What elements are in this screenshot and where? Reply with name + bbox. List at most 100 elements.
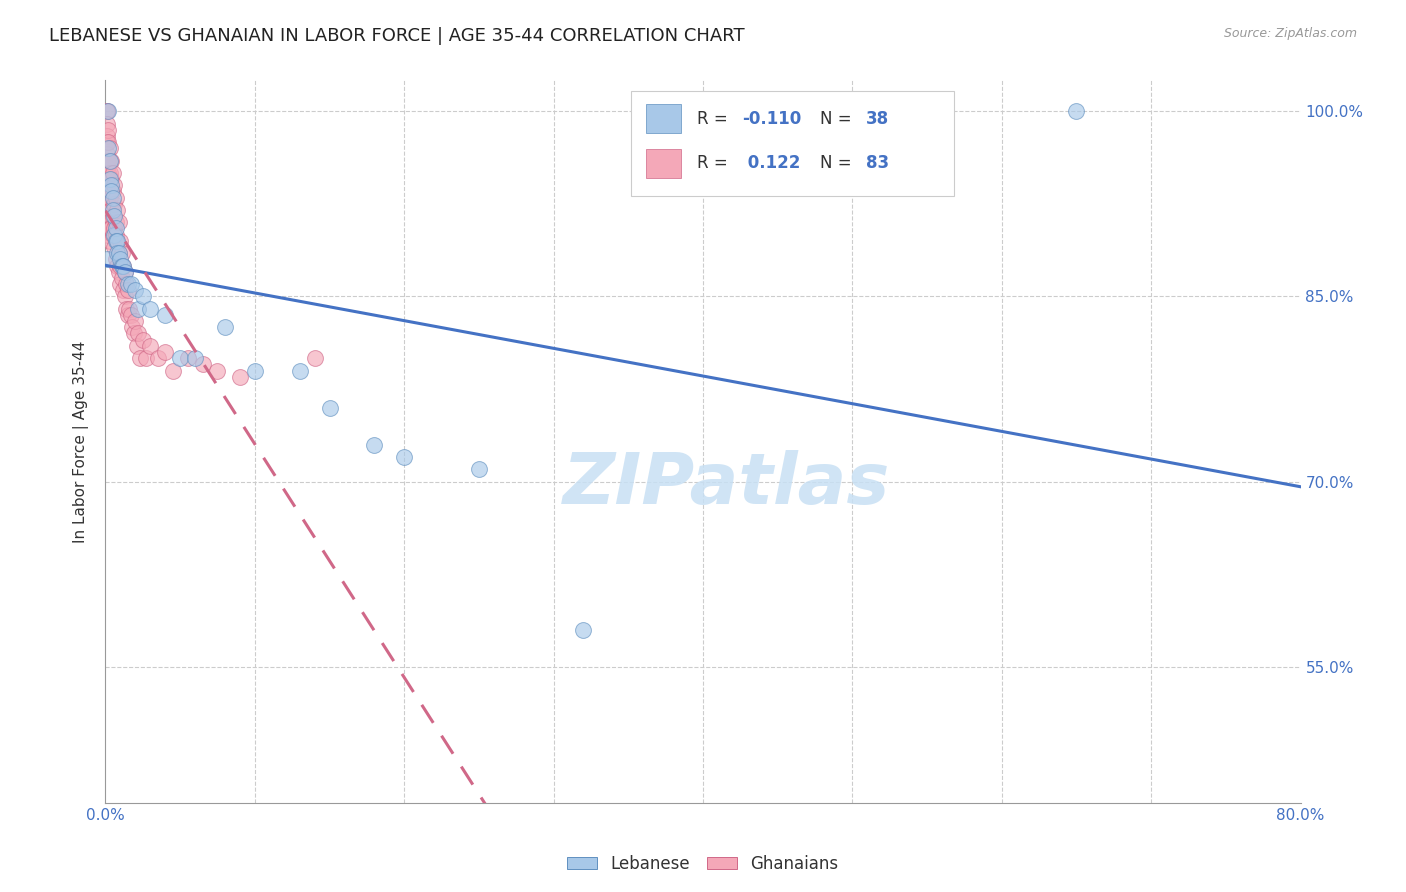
Ghanaians — [115, 277, 138, 291]
Text: LEBANESE VS GHANAIAN IN LABOR FORCE | AGE 35-44 CORRELATION CHART: LEBANESE VS GHANAIAN IN LABOR FORCE | AG… — [49, 27, 745, 45]
Ghanaians — [101, 209, 124, 223]
Ghanaians — [97, 135, 120, 149]
Ghanaians — [97, 166, 120, 180]
Text: 83: 83 — [866, 154, 889, 172]
Ghanaians — [98, 166, 121, 180]
Ghanaians — [139, 339, 162, 353]
Text: R =: R = — [697, 110, 733, 128]
Lebanese — [96, 252, 118, 267]
Lebanese — [103, 209, 125, 223]
Ghanaians — [103, 221, 125, 235]
Ghanaians — [96, 104, 118, 119]
Ghanaians — [100, 172, 122, 186]
Ghanaians — [104, 215, 127, 229]
Lebanese — [468, 462, 491, 476]
Lebanese — [104, 221, 127, 235]
Ghanaians — [112, 259, 135, 273]
Lebanese — [97, 141, 120, 155]
Ghanaians — [103, 240, 125, 254]
Ghanaians — [96, 116, 118, 130]
Ghanaians — [108, 265, 131, 279]
Ghanaians — [98, 234, 121, 248]
Ghanaians — [207, 363, 229, 377]
Lebanese — [155, 308, 177, 322]
Ghanaians — [97, 122, 120, 136]
Ghanaians — [118, 301, 141, 316]
Ghanaians — [111, 271, 134, 285]
Lebanese — [117, 277, 139, 291]
Lebanese — [107, 246, 129, 260]
Lebanese — [318, 401, 340, 415]
Text: R =: R = — [697, 154, 733, 172]
Ghanaians — [96, 135, 118, 149]
Ghanaians — [108, 215, 131, 229]
Lebanese — [139, 301, 162, 316]
Ghanaians — [124, 314, 146, 328]
Ghanaians — [304, 351, 326, 366]
Ghanaians — [115, 301, 138, 316]
Lebanese — [120, 277, 142, 291]
Ghanaians — [96, 202, 118, 217]
Ghanaians — [96, 160, 118, 174]
Ghanaians — [96, 172, 118, 186]
Ghanaians — [191, 357, 214, 371]
Bar — [645, 104, 682, 133]
Ghanaians — [96, 147, 118, 161]
Ghanaians — [111, 246, 134, 260]
Ghanaians — [96, 104, 118, 119]
Ghanaians — [176, 351, 198, 366]
Ghanaians — [96, 191, 118, 205]
Ghanaians — [114, 265, 136, 279]
Ghanaians — [104, 191, 127, 205]
Lebanese — [572, 623, 595, 637]
Ghanaians — [104, 252, 127, 267]
Lebanese — [288, 363, 311, 377]
Text: ZIPatlas: ZIPatlas — [564, 450, 890, 519]
Ghanaians — [100, 202, 122, 217]
Ghanaians — [117, 283, 139, 297]
Text: -0.110: -0.110 — [742, 110, 801, 128]
Lebanese — [363, 437, 385, 451]
Lebanese — [98, 172, 121, 186]
Ghanaians — [108, 246, 131, 260]
Ghanaians — [132, 333, 155, 347]
Ghanaians — [107, 259, 129, 273]
Ghanaians — [103, 178, 125, 193]
Ghanaians — [110, 277, 132, 291]
Lebanese — [101, 191, 124, 205]
Ghanaians — [127, 326, 149, 341]
Text: 0.122: 0.122 — [742, 154, 801, 172]
Lebanese — [100, 178, 122, 193]
Ghanaians — [98, 153, 121, 168]
Ghanaians — [128, 351, 150, 366]
Ghanaians — [100, 221, 122, 235]
Ghanaians — [97, 185, 120, 199]
Lebanese — [110, 252, 132, 267]
Ghanaians — [120, 308, 142, 322]
Lebanese — [1066, 104, 1088, 119]
Text: N =: N = — [820, 110, 858, 128]
Lebanese — [124, 283, 146, 297]
Bar — [631, 91, 953, 196]
Ghanaians — [97, 153, 120, 168]
Lebanese — [394, 450, 416, 464]
Lebanese — [127, 301, 149, 316]
Ghanaians — [162, 363, 184, 377]
Ghanaians — [100, 153, 122, 168]
Ghanaians — [110, 259, 132, 273]
Ghanaians — [97, 215, 120, 229]
Text: 38: 38 — [866, 110, 889, 128]
Y-axis label: In Labor Force | Age 35-44: In Labor Force | Age 35-44 — [73, 341, 90, 542]
Ghanaians — [98, 209, 121, 223]
Ghanaians — [122, 326, 145, 341]
Ghanaians — [101, 166, 124, 180]
Ghanaians — [97, 227, 120, 242]
Ghanaians — [107, 234, 129, 248]
Lebanese — [97, 104, 120, 119]
Ghanaians — [96, 128, 118, 143]
Lebanese — [100, 185, 122, 199]
Lebanese — [132, 289, 155, 303]
Ghanaians — [101, 185, 124, 199]
Ghanaians — [229, 369, 252, 384]
Lebanese — [98, 153, 121, 168]
